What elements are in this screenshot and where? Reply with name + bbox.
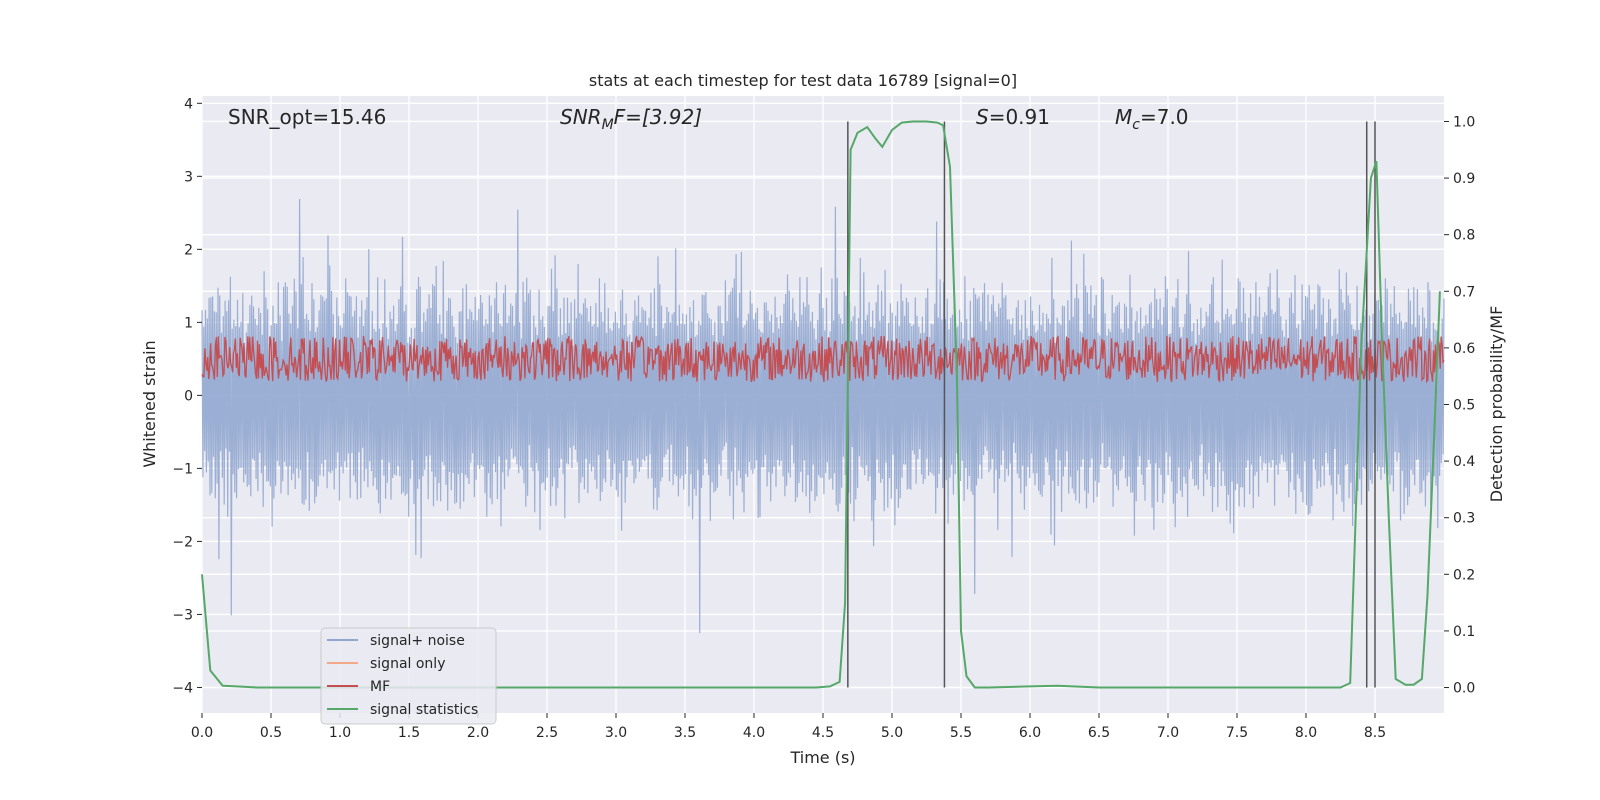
- x-axis: 0.0 0.5 1.0 1.5 2.0 2.5 3.0 3.5 4.0 4.5 5.0 5.5 6.0 6…: [191, 713, 1386, 741]
- x-tick-label: 0.5: [260, 725, 282, 741]
- x-tick-label: 1.5: [398, 725, 420, 741]
- annotation-snr-mf-tail: F=[3.92]: [614, 105, 702, 129]
- annotation-s: S=0.91: [976, 105, 1050, 129]
- y-tick-label-right: 0.5: [1453, 398, 1475, 414]
- y-axis-label-right: Detection probability/MF: [1487, 306, 1506, 503]
- y-tick-label-left: 0: [184, 388, 193, 404]
- legend-label-mf: MF: [370, 679, 390, 695]
- y-tick-label-left: 4: [184, 96, 193, 112]
- annotation-s-value: =0.91: [989, 105, 1050, 129]
- y-tick-label-left: −4: [172, 680, 193, 696]
- plot-layer: [201, 120, 1445, 689]
- y-axis-right: 0.0 0.1 0.2 0.3 0.4 0.5 0.6 0.7 0.8 0.9 1.0: [1444, 114, 1475, 697]
- x-tick-label: 3.0: [605, 725, 627, 741]
- annotation-mc: Mc=7.0: [1115, 105, 1189, 133]
- x-axis-label: Time (s): [789, 748, 855, 767]
- x-tick-label: 7.5: [1226, 725, 1248, 741]
- y-tick-label-right: 0.4: [1453, 454, 1475, 470]
- annotation-snr-mf: SNRMF=[3.92]: [560, 105, 702, 133]
- y-tick-label-left: 3: [184, 169, 193, 185]
- x-tick-label: 2.5: [536, 725, 558, 741]
- y-tick-label-right: 0.6: [1453, 341, 1475, 357]
- annotation-mc-sub: c: [1132, 117, 1140, 133]
- x-tick-label: 5.0: [881, 725, 903, 741]
- legend: signal+ noise signal only MF signal stat…: [320, 627, 497, 725]
- y-tick-label-right: 0.0: [1453, 681, 1475, 697]
- annotation-snr-mf-sub: M: [602, 117, 614, 133]
- x-tick-label: 2.0: [467, 725, 489, 741]
- x-tick-label: 8.5: [1364, 725, 1386, 741]
- x-tick-label: 5.5: [950, 725, 972, 741]
- legend-label-signal-statistics: signal statistics: [370, 702, 478, 718]
- y-tick-label-left: −3: [172, 607, 193, 623]
- y-tick-label-right: 0.1: [1453, 624, 1475, 640]
- y-tick-label-left: −1: [172, 461, 193, 477]
- x-tick-label: 7.0: [1157, 725, 1179, 741]
- y-tick-label-right: 0.7: [1453, 284, 1475, 300]
- y-axis-left: −4 −3 −2 −1 0 1 2 3 4: [172, 96, 202, 696]
- x-tick-label: 6.5: [1088, 725, 1110, 741]
- y-tick-label-left: 2: [184, 242, 193, 258]
- series-signal-noise: [201, 198, 1445, 634]
- y-tick-label-right: 0.9: [1453, 171, 1475, 187]
- chart-title: stats at each timestep for test data 167…: [589, 71, 1017, 90]
- series-mf: [201, 335, 1445, 384]
- annotation-snr-opt: SNR_opt=15.46: [228, 105, 386, 129]
- annotation-mc-name: M: [1115, 105, 1132, 129]
- annotation-s-name: S: [976, 105, 989, 129]
- x-tick-label: 4.0: [743, 725, 765, 741]
- x-tick-label: 8.0: [1295, 725, 1317, 741]
- y-tick-label-left: 1: [184, 315, 193, 331]
- x-tick-label: 3.5: [674, 725, 696, 741]
- y-tick-label-right: 0.8: [1453, 228, 1475, 244]
- x-tick-label: 0.0: [191, 725, 213, 741]
- series-signal-statistics: [201, 120, 1441, 689]
- y-axis-label-left: Whitened strain: [140, 340, 159, 467]
- y-tick-label-left: −2: [172, 534, 193, 550]
- x-tick-label: 1.0: [329, 725, 351, 741]
- x-tick-label: 4.5: [812, 725, 834, 741]
- annotation-mc-value: =7.0: [1140, 105, 1189, 129]
- legend-box: [320, 627, 497, 725]
- annotation-snr-mf-name: SNR: [560, 105, 602, 129]
- x-tick-label: 6.0: [1019, 725, 1041, 741]
- y-tick-label-right: 0.2: [1453, 567, 1475, 583]
- legend-label-signal-noise: signal+ noise: [370, 633, 465, 649]
- legend-label-signal-only: signal only: [370, 656, 445, 672]
- y-tick-label-right: 0.3: [1453, 511, 1475, 527]
- y-tick-label-right: 1.0: [1453, 114, 1475, 130]
